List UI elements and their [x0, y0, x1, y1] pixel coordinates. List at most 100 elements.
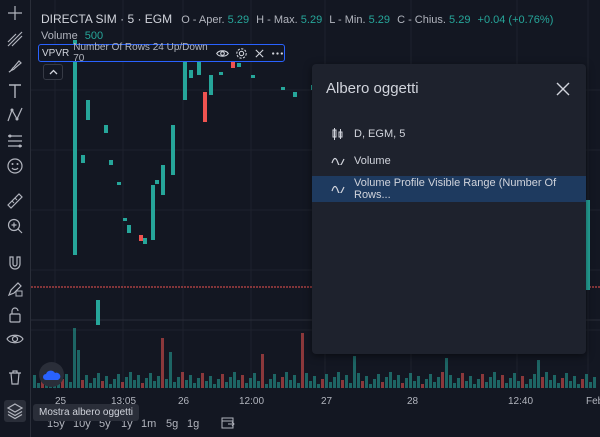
- symbol-legend: DIRECTA SIM · 5 · EGM O - Aper. 5.29 H -…: [41, 12, 553, 26]
- volume-bar: [57, 384, 60, 388]
- timeframe-button[interactable]: 5g: [166, 418, 179, 430]
- lock-icon[interactable]: [4, 304, 26, 326]
- ruler-icon[interactable]: [4, 190, 26, 212]
- volume-bar: [377, 374, 380, 388]
- layers-icon[interactable]: [4, 400, 26, 422]
- close-icon[interactable]: [254, 48, 265, 59]
- volume-bar: [193, 383, 196, 388]
- volume-bar: [293, 375, 296, 388]
- smile-icon[interactable]: [4, 155, 26, 177]
- tree-item-main-series[interactable]: D, EGM, 5: [312, 121, 586, 147]
- fib-icon[interactable]: [4, 130, 26, 152]
- volume-bar: [173, 382, 176, 388]
- text-icon[interactable]: [4, 80, 26, 102]
- collapse-legend-button[interactable]: [43, 64, 63, 80]
- tooltip: Mostra albero oggetti: [33, 404, 139, 421]
- volume-bar: [181, 372, 184, 388]
- volume-bar: [529, 379, 532, 388]
- volume-bar: [565, 373, 568, 388]
- volume-bar: [33, 375, 36, 388]
- volume-bar: [465, 381, 468, 388]
- volume-bar: [581, 379, 584, 388]
- volume-bar: [453, 383, 456, 388]
- brush-icon[interactable]: [4, 55, 26, 77]
- calendar-goto-icon[interactable]: [221, 416, 235, 433]
- tree-item-vpvr[interactable]: Volume Profile Visible Range (Number Of …: [312, 176, 586, 202]
- lock-pencil-icon[interactable]: [4, 278, 26, 300]
- volume-bar: [345, 375, 348, 388]
- timeframe-button[interactable]: 10y: [73, 418, 91, 430]
- vpvr-legend[interactable]: VPVR Number Of Rows 24 Up/Down 70: [38, 42, 285, 64]
- volume-bar: [409, 373, 412, 388]
- volume-bar: [253, 373, 256, 388]
- logo[interactable]: [39, 362, 64, 387]
- gear-icon[interactable]: [235, 47, 248, 60]
- timeframe-button[interactable]: 15y: [47, 418, 65, 430]
- close-icon[interactable]: [556, 82, 570, 96]
- volume-bar: [357, 373, 360, 388]
- volume-bar: [349, 383, 352, 388]
- candle: [151, 185, 155, 240]
- volume-bar: [205, 381, 208, 388]
- volume-bar: [225, 382, 228, 388]
- zoom-in-icon[interactable]: [4, 215, 26, 237]
- timeframe-button[interactable]: 1g: [187, 418, 200, 430]
- volume-bar: [397, 375, 400, 388]
- volume-bar: [245, 383, 248, 388]
- pattern-icon[interactable]: [4, 104, 26, 126]
- volume-bar: [269, 379, 272, 388]
- volume-bar: [201, 373, 204, 388]
- volume-bar: [257, 381, 260, 388]
- volume-bar: [585, 374, 588, 388]
- candle: [104, 125, 108, 133]
- volume-bar: [149, 373, 152, 388]
- timeframe-button[interactable]: 5y: [99, 418, 111, 430]
- volume-bar: [485, 382, 488, 388]
- panel-title: Albero oggetti: [326, 80, 419, 97]
- eye-icon[interactable]: [4, 328, 26, 350]
- timeframe-button[interactable]: 1y: [121, 418, 133, 430]
- volume-bar: [445, 358, 448, 388]
- candle: [189, 70, 193, 78]
- volume-bar: [413, 381, 416, 388]
- volume-bar: [513, 373, 516, 388]
- eye-icon[interactable]: [216, 47, 229, 60]
- volume-bar: [561, 378, 564, 388]
- volume-bar: [133, 380, 136, 388]
- wave-icon: [331, 185, 345, 193]
- volume-bar: [385, 377, 388, 388]
- high-label: H - Max.: [256, 14, 298, 26]
- volume-bar: [93, 378, 96, 388]
- candle: [251, 75, 255, 78]
- symbol-name[interactable]: DIRECTA SIM · 5 · EGM: [41, 12, 173, 26]
- trendline-icon[interactable]: [4, 28, 26, 50]
- candle: [127, 225, 131, 233]
- candle: [586, 200, 590, 290]
- volume-bar: [525, 384, 528, 388]
- magnet-icon[interactable]: [4, 252, 26, 274]
- volume-label[interactable]: Volume: [41, 30, 78, 42]
- change-value: +0.04 (+0.76%): [477, 14, 554, 26]
- more-icon[interactable]: [271, 47, 284, 60]
- tree-item-volume[interactable]: Volume: [312, 148, 586, 174]
- volume-bar: [521, 376, 524, 388]
- timeframe-button[interactable]: 1m: [141, 418, 157, 430]
- volume-bar: [301, 333, 304, 388]
- volume-bar: [477, 379, 480, 388]
- volume-bar: [421, 384, 424, 388]
- time-label: 12:00: [239, 396, 265, 407]
- cloud-icon: [42, 370, 60, 380]
- crosshair-icon[interactable]: [4, 2, 26, 24]
- high-value: 5.29: [300, 14, 323, 26]
- time-axis[interactable]: 25 13:05 26 12:00 27 28 12:40 Feb: [31, 390, 600, 410]
- volume-legend: Volume 500: [41, 30, 103, 42]
- trash-icon[interactable]: [4, 366, 26, 388]
- volume-bar: [213, 384, 216, 388]
- time-label: 26: [178, 396, 190, 407]
- volume-bar: [501, 375, 504, 388]
- low-value: 5.29: [368, 14, 391, 26]
- left-toolbar: [0, 0, 31, 437]
- volume-bar: [573, 376, 576, 388]
- close-label: C - Chius.: [397, 14, 446, 26]
- candle: [209, 75, 213, 95]
